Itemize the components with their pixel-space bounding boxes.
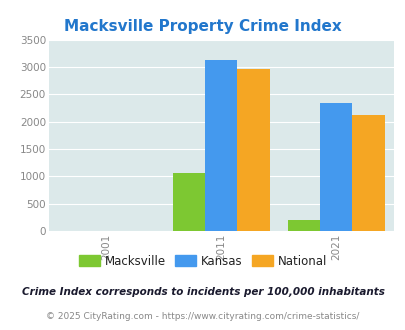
- Legend: Macksville, Kansas, National: Macksville, Kansas, National: [74, 250, 331, 273]
- Bar: [173, 173, 205, 231]
- Text: Crime Index corresponds to incidents per 100,000 inhabitants: Crime Index corresponds to incidents per…: [21, 287, 384, 297]
- Bar: [237, 69, 269, 231]
- Bar: [352, 115, 384, 231]
- Bar: [205, 60, 237, 231]
- Bar: [287, 220, 320, 231]
- Text: Macksville Property Crime Index: Macksville Property Crime Index: [64, 19, 341, 34]
- Text: © 2025 CityRating.com - https://www.cityrating.com/crime-statistics/: © 2025 CityRating.com - https://www.city…: [46, 312, 359, 321]
- Bar: [320, 103, 352, 231]
